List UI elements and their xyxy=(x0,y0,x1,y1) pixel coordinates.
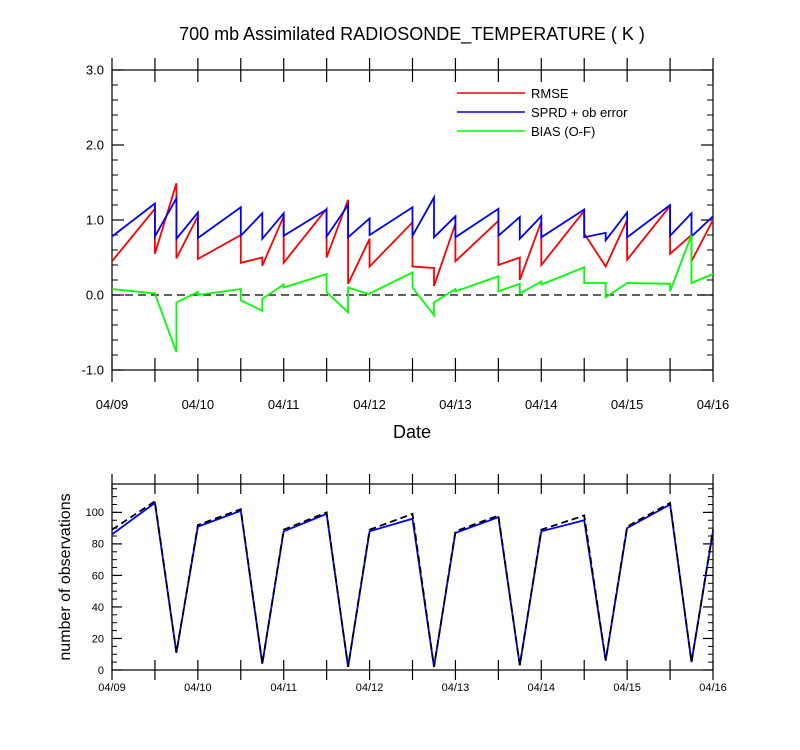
top-x-tick-label: 04/10 xyxy=(182,397,215,412)
bottom-x-tick-label: 04/09 xyxy=(98,682,126,694)
top-x-axis-label: Date xyxy=(393,422,431,442)
bottom-x-tick-label: 04/16 xyxy=(699,682,727,694)
top-x-tick-label: 04/09 xyxy=(96,397,129,412)
top-y-tick-label: 1.0 xyxy=(86,213,104,228)
legend-sprd-label: SPRD + ob error xyxy=(531,105,628,120)
top-x-tick-label: 04/11 xyxy=(268,397,300,412)
bottom-x-tick-label: 04/12 xyxy=(356,682,384,694)
bottom-y-tick-label: 80 xyxy=(92,539,104,551)
top-y-tick-label: -1.0 xyxy=(82,363,104,378)
bottom-y-tick-label: 60 xyxy=(92,570,104,582)
bottom-y-tick-label: 0 xyxy=(98,665,104,677)
bottom-y-axis-label: number of observations xyxy=(57,493,74,660)
bottom-y-tick-label: 100 xyxy=(86,507,104,519)
top-x-tick-label: 04/14 xyxy=(525,397,558,412)
bottom-x-tick-label: 04/14 xyxy=(528,682,556,694)
bottom-series-assimilated-line xyxy=(111,501,714,667)
bottom-series-total-line xyxy=(111,499,714,667)
bottom-y-tick-label: 20 xyxy=(92,633,104,645)
bottom-x-tick-label: 04/11 xyxy=(270,682,297,694)
top-y-tick-label: 2.0 xyxy=(86,138,104,153)
top-y-tick-label: 3.0 xyxy=(86,63,104,78)
top-y-tick-label: 0.0 xyxy=(86,288,104,303)
top-x-tick-label: 04/15 xyxy=(611,397,644,412)
top-chart-title: 700 mb Assimilated RADIOSONDE_TEMPERATUR… xyxy=(179,24,645,45)
bottom-y-tick-label: 40 xyxy=(92,602,104,614)
legend-rmse-label: RMSE xyxy=(531,86,569,101)
legend: RMSE SPRD + ob error BIAS (O-F) xyxy=(457,86,628,139)
chart-marks: 04/09 04/10 04/11 04/12 04/13 04/14 04/15 04/16… xyxy=(82,58,730,694)
bottom-x-tick-label: 04/13 xyxy=(442,682,470,694)
legend-bias-label: BIAS (O-F) xyxy=(531,124,595,139)
bottom-x-tick-label: 04/10 xyxy=(184,682,212,694)
top-series-sprd-ob-error-line xyxy=(111,194,714,243)
bottom-plot-frame xyxy=(111,483,714,671)
top-x-tick-label: 04/12 xyxy=(353,397,386,412)
top-series-bias-o-f-line xyxy=(111,234,714,353)
top-x-tick-label: 04/16 xyxy=(697,397,730,412)
bottom-x-tick-label: 04/15 xyxy=(613,682,641,694)
top-x-tick-label: 04/13 xyxy=(439,397,472,412)
